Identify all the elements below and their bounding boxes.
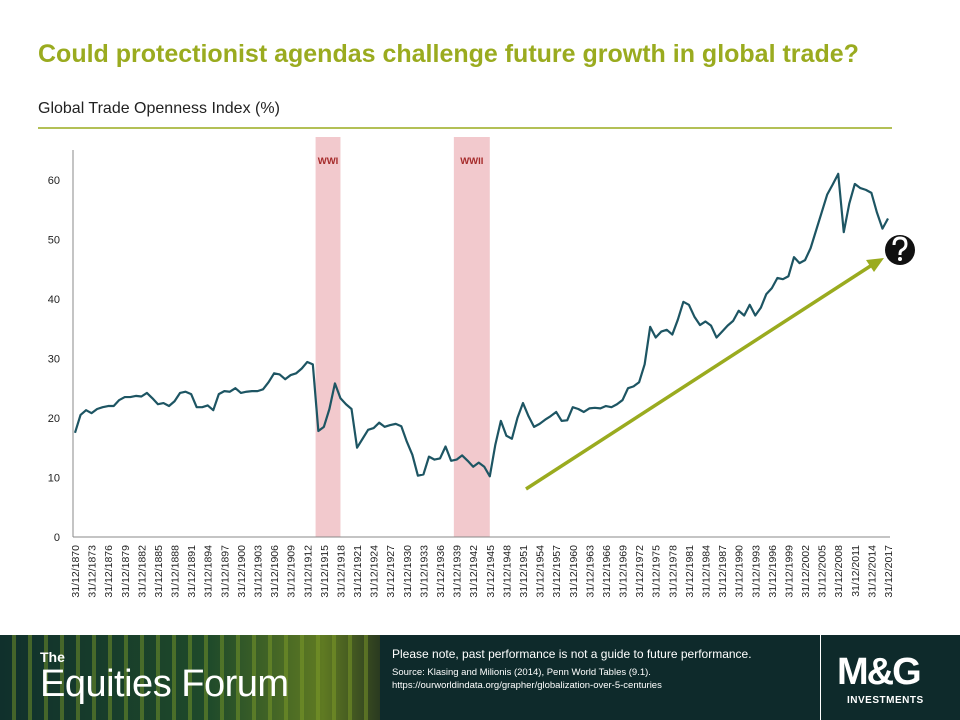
y-tick-label: 10 <box>48 472 60 484</box>
x-tick-label: 31/12/1879 <box>120 545 132 598</box>
trade-openness-line <box>73 172 889 478</box>
x-tick-label: 31/12/1960 <box>568 545 580 598</box>
x-tick-label: 31/12/1894 <box>203 545 215 598</box>
x-tick-label: 31/12/1909 <box>286 545 298 598</box>
x-tick-label: 31/12/1969 <box>618 545 630 598</box>
footer-stripes <box>0 635 380 720</box>
chart: Could protectionist agendas challenge fu… <box>38 40 915 598</box>
x-tick-label: 31/12/1918 <box>335 545 347 598</box>
trend-arrow <box>525 263 873 491</box>
x-tick-label: 31/12/1993 <box>750 545 762 598</box>
x-tick-label: 31/12/1951 <box>518 545 530 598</box>
trend-arrow-head <box>866 258 884 272</box>
x-tick-label: 31/12/1912 <box>302 545 314 598</box>
x-tick-label: 31/12/1870 <box>70 545 82 598</box>
x-tick-label: 31/12/1915 <box>319 545 331 598</box>
x-tick-label: 31/12/1906 <box>269 545 281 598</box>
y-tick-label: 60 <box>48 175 60 187</box>
y-tick-label: 20 <box>48 413 60 425</box>
x-tick-label: 31/12/1897 <box>219 545 231 598</box>
x-tick-label: 31/12/1978 <box>667 545 679 598</box>
x-tick-label: 31/12/2008 <box>833 545 845 598</box>
war-label: WWII <box>460 156 483 167</box>
source-line: Source: Klasing and Milionis (2014), Pen… <box>392 667 651 678</box>
footer: The Equities Forum Please note, past per… <box>0 635 960 720</box>
x-tick-label: 31/12/1981 <box>684 545 696 598</box>
source-line: https://ourworldindata.org/grapher/globa… <box>392 680 662 691</box>
x-tick-label: 31/12/1921 <box>352 545 364 598</box>
x-tick-label: 31/12/1900 <box>236 545 248 598</box>
x-tick-label: 31/12/1876 <box>103 545 115 598</box>
x-tick-label: 31/12/1936 <box>435 545 447 598</box>
x-tick-label: 31/12/1933 <box>418 545 430 598</box>
disclaimer: Please note, past performance is not a g… <box>392 647 752 661</box>
x-tick-label: 31/12/1990 <box>734 545 746 598</box>
x-tick-label: 31/12/1873 <box>87 545 99 598</box>
x-tick-label: 31/12/2017 <box>883 545 895 598</box>
question-dot <box>898 257 902 261</box>
plot: 0 10 20 30 40 50 60 31/12/1870 31/12/1873 31/12/1… <box>48 172 895 598</box>
bands: WWI WWII <box>315 137 490 537</box>
x-tick-label: 31/12/1882 <box>136 545 148 598</box>
x-tick-label: 31/12/2011 <box>850 545 862 597</box>
x-tick-label: 31/12/1957 <box>551 545 563 598</box>
y-tick-label: 0 <box>54 532 60 544</box>
x-tick-label: 31/12/2014 <box>866 545 878 598</box>
x-tick-label: 31/12/1948 <box>501 545 513 598</box>
x-tick-label: 31/12/1954 <box>535 545 547 598</box>
war-band <box>453 137 490 537</box>
x-tick-label: 31/12/1999 <box>783 545 795 598</box>
x-tick-label: 31/12/1891 <box>186 545 198 598</box>
logo-sub: INVESTMENTS <box>847 695 924 706</box>
x-tick-label: 31/12/2002 <box>800 545 812 598</box>
question-mark <box>892 236 908 255</box>
chart-subtitle: Global Trade Openness Index (%) <box>38 100 280 117</box>
y-tick-label: 30 <box>48 353 60 365</box>
x-tick-label: 31/12/1939 <box>452 545 464 598</box>
x-tick-label: 31/12/1996 <box>767 545 779 598</box>
war-band <box>315 137 341 537</box>
x-tick-label: 31/12/1987 <box>717 545 729 598</box>
logo-text: M&G <box>837 651 922 693</box>
x-tick-label: 31/12/1984 <box>700 545 712 598</box>
x-tick-label: 31/12/1903 <box>253 545 265 598</box>
brand-small: The <box>40 649 65 665</box>
war-label: WWI <box>318 156 339 167</box>
x-tick-label: 31/12/1885 <box>153 545 165 598</box>
brand: Equities Forum <box>40 663 289 705</box>
x-tick-label: 31/12/1930 <box>402 545 414 598</box>
x-tick-label: 31/12/1927 <box>385 545 397 598</box>
x-tick-label: 31/12/1888 <box>170 545 182 598</box>
chart-title: Could protectionist agendas challenge fu… <box>38 40 859 68</box>
y-tick-label: 50 <box>48 234 60 246</box>
x-tick-label: 31/12/2005 <box>817 545 829 598</box>
x-tick-label: 31/12/1972 <box>634 545 646 598</box>
x-tick-label: 31/12/1975 <box>651 545 663 598</box>
logo: M&G INVESTMENTS <box>820 635 960 720</box>
x-tick-label: 31/12/1942 <box>468 545 480 598</box>
x-tick-label: 31/12/1966 <box>601 545 613 598</box>
y-tick-label: 40 <box>48 294 60 306</box>
x-tick-label: 31/12/1924 <box>369 545 381 598</box>
x-tick-label: 31/12/1945 <box>485 545 497 598</box>
source: Source: Klasing and Milionis (2014), Pen… <box>392 666 812 692</box>
x-tick-label: 31/12/1963 <box>584 545 596 598</box>
